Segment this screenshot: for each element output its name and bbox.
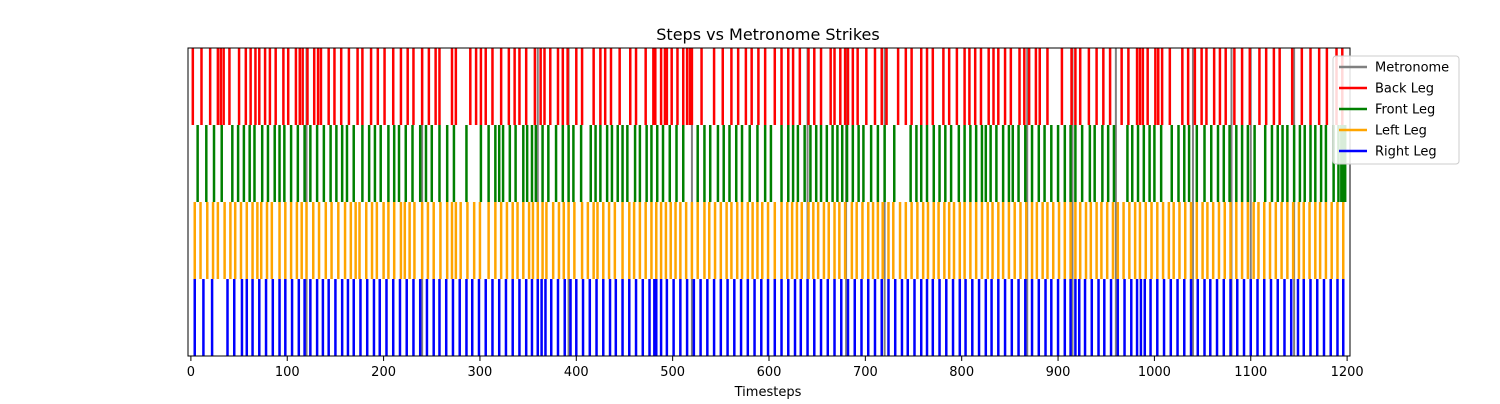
chart-title: Steps vs Metronome Strikes	[656, 25, 879, 44]
x-axis: 0 100 200 300 400 500 600 700 800 900 1000 1100 1200	[187, 47, 1364, 380]
legend-label-back-leg: Back Leg	[1375, 82, 1434, 97]
x-tick-label-400: 400	[564, 365, 589, 380]
x-tick-label-500: 500	[660, 365, 685, 380]
legend-label-metronome: Metronome	[1375, 61, 1449, 76]
legend: Metronome Back Leg Front Leg Left Leg Right …	[1332, 55, 1460, 165]
x-tick-label-0: 0	[187, 365, 195, 380]
legend-box	[1332, 55, 1460, 165]
legend-label-front-leg: Front Leg	[1375, 103, 1435, 118]
x-tick-label-200: 200	[371, 365, 396, 380]
x-tick-label-1200: 1200	[1331, 365, 1364, 380]
legend-label-left-leg: Left Leg	[1375, 124, 1427, 139]
x-tick-label-1000: 1000	[1138, 365, 1171, 380]
x-tick-label-300: 300	[468, 365, 493, 380]
x-tick-label-600: 600	[757, 365, 782, 380]
x-tick-label-800: 800	[949, 365, 974, 380]
plot-area	[191, 48, 1347, 356]
x-tick-label-1100: 1100	[1234, 365, 1267, 380]
x-tick-label-700: 700	[853, 365, 878, 380]
x-axis-label: Timesteps	[734, 385, 802, 400]
x-tick-label-900: 900	[1046, 365, 1071, 380]
x-tick-label-100: 100	[275, 365, 300, 380]
legend-label-right-leg: Right Leg	[1375, 145, 1437, 160]
